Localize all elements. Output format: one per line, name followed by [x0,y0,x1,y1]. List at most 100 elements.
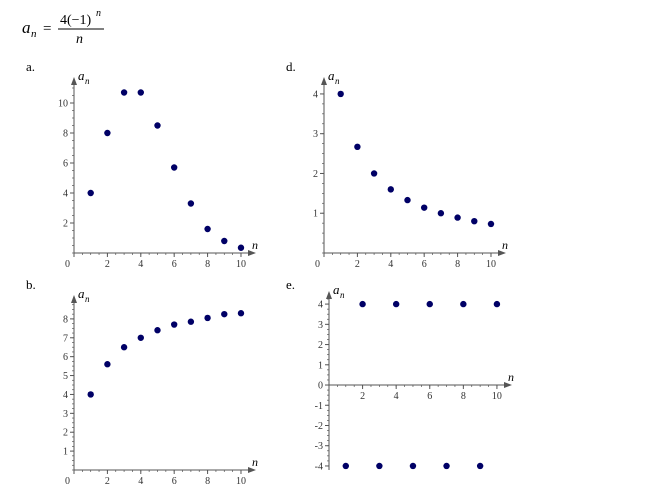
y-tick-label: 8 [63,314,68,325]
data-point [204,225,211,233]
data-point [237,310,245,317]
data-point [342,462,349,470]
x-axis-arrow [498,250,506,256]
data-point [120,344,128,351]
x-tick-label: 4 [138,476,143,487]
data-point [221,237,228,245]
data-point [104,361,111,368]
data-point [120,89,128,96]
y-tick-label: 6 [63,159,68,170]
data-point [137,89,144,96]
data-point [154,327,161,334]
x-tick-label: 6 [427,391,432,402]
y-tick-label: 4 [318,300,323,311]
x-tick-label: 10 [236,259,246,270]
y-tick-label: 7 [63,333,68,344]
y-tick-label: 1 [318,360,323,371]
x-tick-label: 2 [105,476,110,487]
x-tick-label: 8 [461,391,466,402]
data-point [387,186,394,193]
x-tick-label: 6 [172,476,177,487]
formula: a n = 4(−1) n n [22,8,104,47]
formula-denominator: n [76,32,83,47]
x-tick-label: 0 [65,259,70,270]
y-tick-label: 1 [313,209,318,220]
x-tick-label: 10 [236,476,246,487]
y-axis-arrow [71,77,77,85]
x-tick-label: 6 [422,259,427,270]
formula-lhs-subscript: n [31,28,37,40]
panel-label: a. [26,59,35,74]
data-point [460,300,467,308]
data-point [443,462,450,470]
x-axis-label: n [508,370,514,384]
y-tick-label: 4 [63,189,68,200]
x-tick-label: 4 [394,391,399,402]
data-point [104,129,111,137]
y-tick-label: 5 [63,371,68,382]
x-axis-arrow [504,382,512,389]
y-axis-label-symbol: a [78,68,85,83]
x-tick-label: 2 [360,391,365,402]
formula-lhs-symbol: a [22,18,31,37]
y-axis-arrow [321,77,327,85]
y-tick-label: 3 [63,409,68,420]
data-point [426,300,433,308]
y-tick-label: -1 [315,401,323,412]
data-point [487,220,495,228]
x-tick-label: 4 [388,259,393,270]
y-axis-arrow [71,295,77,303]
x-axis-label: n [252,238,258,252]
y-tick-label: -2 [315,421,323,432]
y-tick-label: 2 [318,340,323,351]
x-tick-label: 8 [205,476,210,487]
data-point [493,300,501,308]
data-point [409,462,417,470]
panel-label: e. [286,277,295,292]
data-point [376,462,383,470]
data-point [420,204,428,211]
y-tick-label: -4 [315,461,323,472]
data-point [354,143,361,151]
y-axis-label-symbol: a [78,286,85,301]
x-axis-arrow [248,250,256,256]
x-axis-arrow [248,467,256,473]
y-axis-arrow [326,291,332,299]
y-axis-label-symbol: a [333,282,340,297]
y-tick-label: 2 [63,428,68,439]
y-axis-label-subscript: n [335,76,340,86]
x-tick-label: 0 [65,476,70,487]
data-point [170,164,178,171]
x-tick-label: 4 [138,259,143,270]
y-tick-label: 3 [318,320,323,331]
x-tick-label: 8 [455,259,460,270]
x-axis-label: n [252,455,258,469]
y-axis-label-subscript: n [85,294,90,304]
y-tick-label: 8 [63,129,68,140]
y-axis-label-symbol: a [328,68,335,83]
data-point [187,200,195,207]
x-tick-label: 10 [492,391,502,402]
y-tick-label: 4 [63,390,68,401]
y-tick-label: 3 [313,129,318,140]
data-point [187,318,195,325]
x-axis-label: n [502,238,508,252]
data-point [337,90,344,98]
data-point [454,214,461,221]
y-axis-label-subscript: n [85,76,90,86]
y-tick-label: 1 [63,447,68,458]
y-tick-label: 2 [313,169,318,180]
y-tick-label: -3 [315,441,323,452]
data-point [437,210,445,217]
y-tick-label: 10 [58,99,68,110]
formula-numerator-power: n [96,8,101,19]
panel-label: b. [26,277,36,292]
data-point [404,196,411,204]
data-point [237,244,245,251]
x-tick-label: 8 [205,259,210,270]
